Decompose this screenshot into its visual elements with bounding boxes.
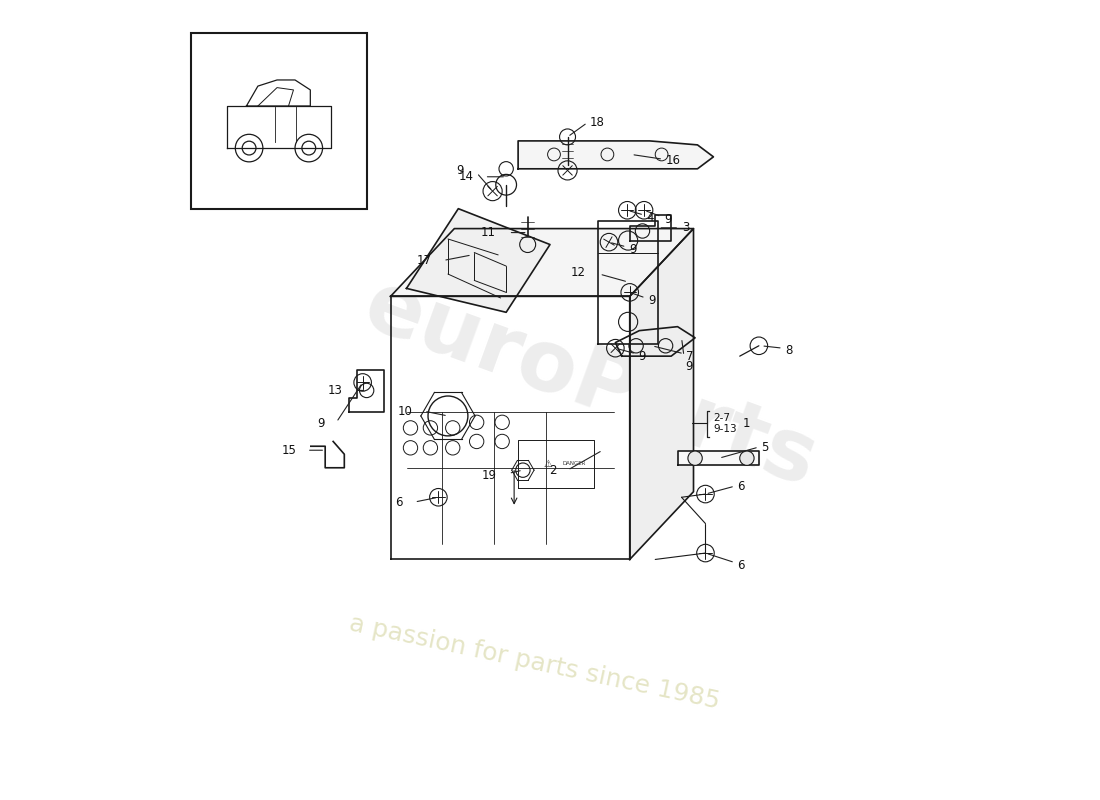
Text: 9: 9	[318, 418, 326, 430]
Text: 6: 6	[737, 479, 745, 493]
Text: 7: 7	[686, 350, 694, 362]
Circle shape	[688, 451, 702, 466]
Text: 14: 14	[459, 170, 473, 183]
Text: 2: 2	[549, 464, 557, 477]
Text: 9: 9	[629, 243, 637, 256]
Text: a passion for parts since 1985: a passion for parts since 1985	[346, 612, 722, 714]
Text: 10: 10	[398, 405, 412, 418]
Text: 9: 9	[685, 360, 693, 373]
Text: 12: 12	[571, 266, 586, 279]
Polygon shape	[678, 451, 759, 466]
Text: 9: 9	[638, 350, 646, 362]
Text: 2-7: 2-7	[714, 413, 730, 422]
Text: 9-13: 9-13	[714, 424, 737, 434]
Polygon shape	[390, 229, 693, 296]
Polygon shape	[629, 229, 693, 559]
Text: 3: 3	[682, 222, 690, 234]
Text: ⚠: ⚠	[544, 458, 553, 469]
Circle shape	[739, 451, 755, 466]
Text: 8: 8	[785, 344, 793, 357]
Text: 13: 13	[328, 384, 343, 397]
Polygon shape	[518, 141, 714, 169]
Text: 16: 16	[666, 154, 681, 167]
Text: 18: 18	[590, 116, 605, 129]
Text: 15: 15	[282, 444, 297, 457]
Text: 9: 9	[648, 294, 656, 307]
Text: 9: 9	[456, 164, 464, 177]
Text: 1: 1	[742, 417, 750, 430]
Text: 4: 4	[647, 211, 654, 224]
Text: 5: 5	[761, 441, 769, 454]
Bar	[191, 34, 366, 209]
Text: 17: 17	[417, 254, 432, 267]
Text: euroParts: euroParts	[352, 264, 827, 504]
Polygon shape	[407, 209, 550, 312]
Text: DANGER: DANGER	[562, 462, 585, 466]
Text: 6: 6	[737, 558, 745, 571]
Text: 9: 9	[664, 213, 671, 226]
Circle shape	[519, 237, 536, 253]
Text: 6: 6	[395, 495, 403, 509]
Text: 11: 11	[481, 226, 496, 239]
Text: 19: 19	[482, 470, 496, 482]
